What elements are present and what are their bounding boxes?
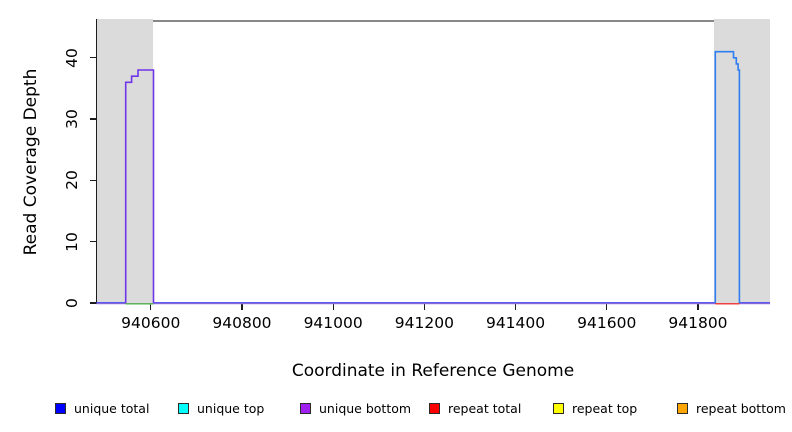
repeat-total-swatch-icon: [429, 403, 440, 414]
x-tick-label: 941200: [394, 314, 454, 332]
x-axis-title: Coordinate in Reference Genome: [291, 361, 575, 381]
y-tick: [90, 118, 96, 120]
x-tick-label: 941000: [303, 314, 363, 332]
x-tick: [514, 304, 517, 310]
x-tick: [423, 304, 425, 310]
repeat-bottom-swatch-icon: [677, 403, 688, 414]
legend-item-unique-bottom: unique bottom: [300, 401, 411, 416]
y-tick-label: 40: [63, 47, 81, 68]
unique-bottom-swatch-icon: [300, 403, 311, 414]
legend-item-repeat-top: repeat top: [553, 401, 637, 416]
repeat-region-shade-left: [96, 19, 154, 303]
legend-label: repeat bottom: [696, 401, 786, 416]
repeat-top-swatch-icon: [553, 403, 564, 414]
x-tick: [332, 304, 334, 310]
legend-label: repeat top: [572, 401, 638, 416]
y-tick-label: 0: [63, 298, 81, 308]
legend-label: unique top: [197, 401, 265, 416]
unique-region-span-line: [153, 20, 715, 22]
y-tick: [90, 57, 96, 59]
legend: unique total unique top unique bottom re…: [0, 401, 792, 419]
y-tick: [90, 302, 96, 304]
x-tick-label: 941800: [668, 314, 728, 332]
x-tick: [606, 304, 608, 310]
x-tick-label: 940600: [121, 314, 181, 332]
repeat-region-shade-right: [714, 19, 770, 303]
legend-label: unique total: [74, 401, 150, 416]
x-axis-line: [96, 302, 770, 304]
x-tick-label: 941600: [577, 314, 637, 332]
x-tick: [697, 304, 699, 310]
x-tick-label: 940800: [212, 314, 272, 332]
y-tick-label: 10: [63, 231, 81, 252]
y-tick-label: 20: [63, 170, 81, 191]
legend-item-unique-total: unique total: [55, 401, 149, 416]
x-tick: [241, 304, 243, 310]
legend-label: repeat total: [448, 401, 522, 416]
y-tick-label: 30: [63, 109, 81, 129]
legend-item-repeat-bottom: repeat bottom: [677, 401, 786, 416]
y-tick: [90, 179, 96, 181]
y-axis-line: [95, 19, 97, 304]
unique-top-swatch-icon: [178, 403, 189, 414]
x-tick: [150, 304, 152, 310]
x-tick-label: 941400: [485, 314, 546, 332]
legend-item-unique-top: unique top: [178, 401, 264, 416]
y-tick: [90, 241, 96, 243]
y-axis-title: Read Coverage Depth: [21, 68, 41, 256]
unique-total-swatch-icon: [55, 403, 66, 414]
legend-item-repeat-total: repeat total: [429, 401, 521, 416]
legend-label: unique bottom: [319, 401, 412, 416]
